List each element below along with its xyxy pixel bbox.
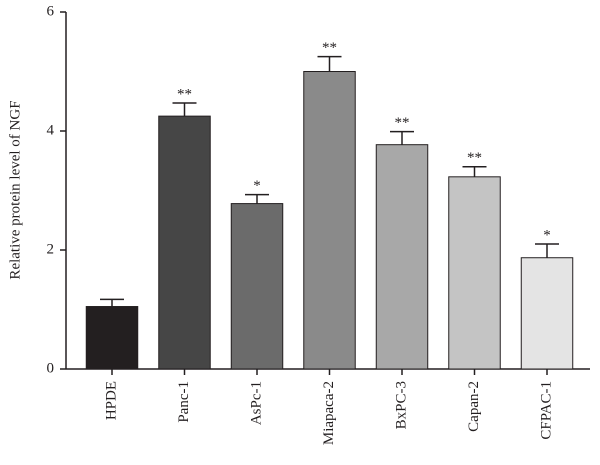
significance-label: ** — [467, 150, 482, 166]
x-tick-label: Capan-2 — [466, 381, 482, 432]
bar — [85, 306, 139, 370]
x-tick-label: HPDE — [103, 381, 119, 420]
x-tick-label: BxPC-3 — [393, 381, 409, 429]
significance-label: * — [543, 227, 551, 243]
x-tick-label: AsPc-1 — [248, 381, 264, 425]
significance-label: ** — [322, 40, 337, 56]
significance-label: ** — [395, 115, 410, 131]
significance-label: ** — [177, 86, 192, 102]
x-tick-label: CFPAC-1 — [538, 381, 554, 440]
bar — [375, 144, 429, 370]
y-tick-label: 0 — [47, 360, 55, 376]
y-tick-label: 6 — [47, 3, 55, 19]
bar — [230, 203, 284, 370]
x-tick-label: Miapaca-2 — [321, 381, 337, 445]
bar — [158, 115, 211, 370]
bar — [303, 71, 356, 370]
bar — [448, 176, 501, 370]
bar — [520, 257, 574, 370]
significance-label: * — [253, 178, 261, 194]
x-tick-label: Panc-1 — [176, 381, 192, 423]
y-tick-label: 4 — [47, 122, 55, 138]
y-axis-label: Relative protein level of NGF — [7, 100, 23, 279]
y-tick-label: 2 — [47, 241, 55, 257]
